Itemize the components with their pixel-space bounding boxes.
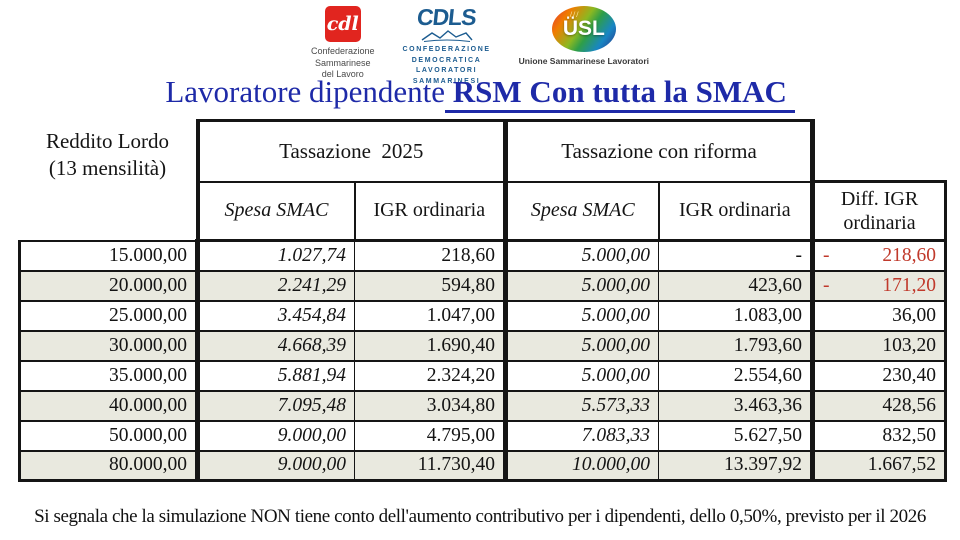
cell-diff: 1.667,52 (812, 449, 948, 482)
group-header-row: Reddito Lordo (13 mensilità) Tassazione … (20, 119, 946, 183)
cell-igr_rif: 2.554,60 (658, 359, 816, 392)
cell-diff: 230,40 (812, 359, 948, 392)
cell-spesa_2025: 9.000,00 (197, 449, 355, 482)
table-row: 35.000,00 5.881,94 2.324,20 5.000,00 2.554,6… (18, 359, 948, 392)
row-axis-header: Reddito Lordo (13 mensilità) (45, 128, 170, 180)
cell-spesa_rif: 5.000,00 (505, 239, 660, 272)
title-normal: Lavoratore dipendente (165, 74, 446, 109)
cell-spesa_2025: 9.000,00 (197, 419, 355, 452)
cell-igr_2025: 218,60 (354, 239, 509, 272)
cell-spesa_2025: 2.241,29 (197, 269, 355, 302)
usl-monogram: ÜSL (562, 17, 605, 40)
cell-reddito: 20.000,00 (18, 269, 200, 302)
cell-igr_2025: 2.324,20 (354, 359, 509, 392)
header-spacer (813, 121, 946, 182)
cell-reddito: 15.000,00 (18, 239, 200, 272)
usl-logo: /// ÜSL Unione Sammarinese Lavoratori (519, 6, 649, 66)
column-header-row: Spesa SMAC IGR ordinaria Spesa SMAC IGR … (20, 180, 948, 242)
table-row: 30.000,00 4.668,39 1.690,40 5.000,00 1.793,6… (18, 329, 948, 362)
cell-spesa_2025: 7.095,48 (197, 389, 355, 422)
minus-sign: - (823, 244, 830, 266)
cdls-logo-name: CONFEDERAZIONE DEMOCRATICA LAVORATORI SA… (402, 46, 491, 85)
cell-igr_2025: 1.047,00 (354, 299, 509, 332)
cell-igr_2025: 1.690,40 (354, 329, 509, 362)
cell-spesa_rif: 7.083,33 (505, 419, 660, 452)
diff-value: 171,20 (882, 274, 937, 296)
cell-spesa_2025: 5.881,94 (197, 359, 355, 392)
cell-spesa_rif: 5.000,00 (505, 329, 660, 362)
group-header-2025: Tassazione 2025 (195, 119, 509, 183)
group-header-riforma: Tassazione con riforma (503, 119, 816, 183)
col-header-diff-igr: Diff. IGR ordinaria (810, 180, 948, 242)
cell-diff: 832,50 (812, 419, 948, 452)
cell-igr_2025: 11.730,40 (354, 449, 509, 482)
cell-reddito: 40.000,00 (18, 389, 200, 422)
usl-logo-icon: /// ÜSL (551, 6, 616, 52)
cell-reddito: 25.000,00 (18, 299, 200, 332)
title-emphasis: RSM Con tutta la SMAC (445, 74, 795, 113)
cell-igr_rif: 13.397,92 (658, 449, 816, 482)
tax-table: Reddito Lordo (13 mensilità) Tassazione … (18, 119, 948, 482)
cell-reddito: 50.000,00 (18, 419, 200, 452)
col-header-spesa-riforma: Spesa SMAC (505, 180, 660, 242)
table-row: 15.000,00 1.027,74 218,60 5.000,00- -218,60 (18, 239, 948, 272)
cell-reddito: 80.000,00 (18, 449, 200, 482)
cell-spesa_2025: 3.454,84 (197, 299, 355, 332)
cell-spesa_2025: 1.027,74 (197, 239, 355, 272)
cell-reddito: 35.000,00 (18, 359, 200, 392)
cell-igr_rif: 1.083,00 (658, 299, 816, 332)
cell-spesa_rif: 5.573,33 (505, 389, 660, 422)
usl-feathers-icon: /// (569, 10, 580, 19)
col-header-igr-riforma: IGR ordinaria (657, 180, 816, 242)
csdl-monogram: cdl (326, 13, 359, 35)
table-row: 50.000,00 9.000,00 4.795,00 7.083,33 5.627,5… (18, 419, 948, 452)
cdls-monogram: CDLS (415, 4, 478, 30)
footnote: Si segnala che la simulazione NON tiene … (34, 506, 926, 527)
col-header-spesa-2025: Spesa SMAC (195, 180, 355, 242)
table-row: 25.000,00 3.454,84 1.047,00 5.000,00 1.083,0… (18, 299, 948, 332)
cell-igr_rif: - (658, 239, 816, 272)
cell-spesa_rif: 10.000,00 (505, 449, 660, 482)
table-body: 15.000,00 1.027,74 218,60 5.000,00- -218,60 2… (18, 239, 948, 482)
usl-logo-name: Unione Sammarinese Lavoratori (518, 56, 650, 66)
cell-spesa_rif: 5.000,00 (505, 359, 660, 392)
cell-igr_rif: 1.793,60 (658, 329, 816, 362)
table-row: 80.000,00 9.000,00 11.730,40 10.000,00 13.39… (18, 449, 948, 482)
cell-igr_rif: 5.627,50 (658, 419, 816, 452)
csdl-logo: cdl Confederazione Sammarinese del Lavor… (311, 6, 375, 81)
cell-igr_rif: 423,60 (658, 269, 816, 302)
cell-igr_2025: 4.795,00 (354, 419, 509, 452)
minus-sign: - (823, 274, 830, 296)
page-title: Lavoratore dipendente RSM Con tutta la S… (0, 74, 960, 113)
cell-igr_rif: 3.463,36 (658, 389, 816, 422)
cdls-mountains-icon (421, 30, 473, 42)
cell-igr_2025: 594,80 (354, 269, 509, 302)
cell-reddito: 30.000,00 (18, 329, 200, 362)
cell-diff: 103,20 (812, 329, 948, 362)
cell-igr_2025: 3.034,80 (354, 389, 509, 422)
cell-diff: - 218,60 (812, 239, 948, 272)
csdl-logo-icon: cdl (324, 6, 361, 42)
cell-diff: - 171,20 (812, 269, 948, 302)
table-row: 40.000,00 7.095,48 3.034,80 5.573,33 3.463,3… (18, 389, 948, 422)
cell-spesa_rif: 5.000,00 (505, 269, 660, 302)
table-row: 20.000,00 2.241,29 594,80 5.000,00 423,60- 17… (18, 269, 948, 302)
cell-diff: 428,56 (812, 389, 948, 422)
cell-diff: 36,00 (812, 299, 948, 332)
col-header-igr-2025: IGR ordinaria (353, 180, 509, 242)
union-logos: cdl Confederazione Sammarinese del Lavor… (0, 4, 960, 87)
cell-spesa_2025: 4.668,39 (197, 329, 355, 362)
cdls-logo: CDLS CONFEDERAZIONE DEMOCRATICA LAVORATO… (402, 4, 491, 87)
diff-value: 218,60 (882, 244, 937, 266)
cell-spesa_rif: 5.000,00 (505, 299, 660, 332)
csdl-logo-name: Confederazione Sammarinese del Lavoro (310, 46, 375, 80)
